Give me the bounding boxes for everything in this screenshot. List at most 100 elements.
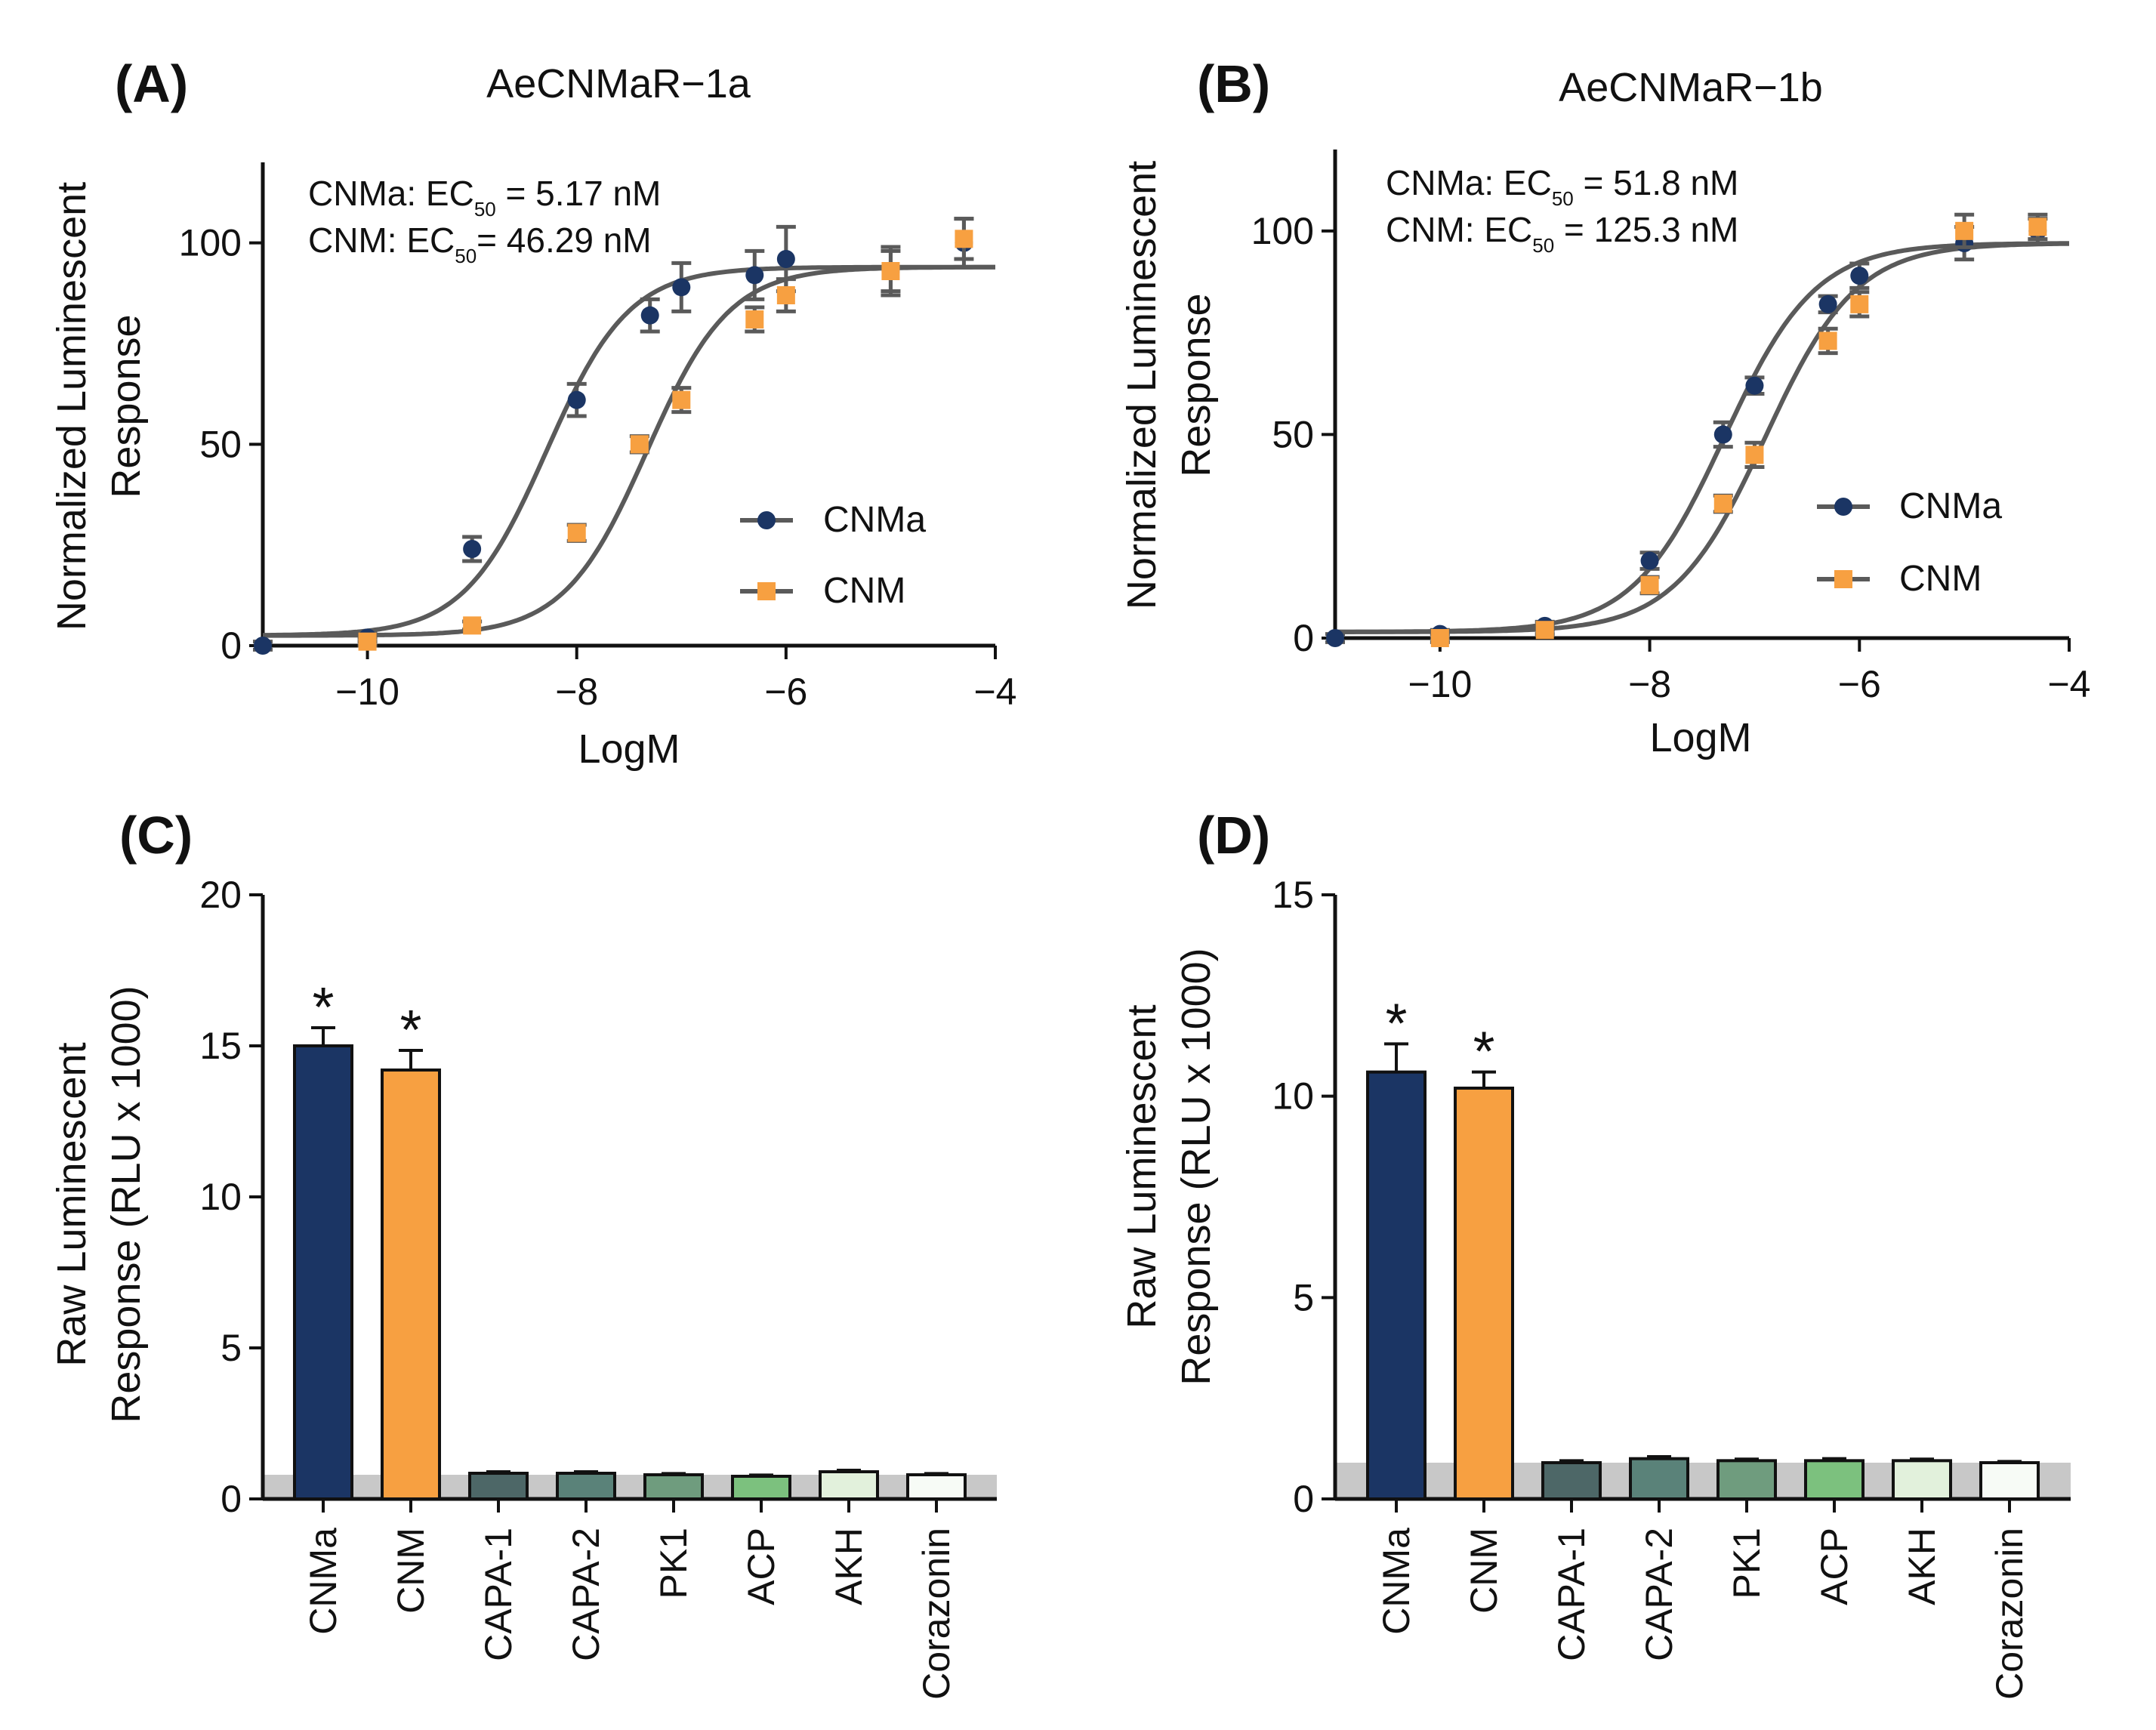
panel-d: (D) Raw Luminescent Response (RLU x 1000…	[1119, 806, 2071, 1700]
y-tick-label: 50	[1272, 413, 1314, 455]
y-tick-label: 5	[1293, 1276, 1314, 1318]
y-axis-label-line1-d: Raw Luminescent	[1119, 1004, 1164, 1328]
category-label: CAPA-1	[1550, 1528, 1593, 1661]
data-point-cnma	[1326, 629, 1344, 647]
data-point-cnma	[463, 540, 482, 558]
category-label: Corazonin	[1988, 1528, 2031, 1700]
category-label: ACP	[740, 1528, 782, 1605]
ec50-annotation-cnm-b: CNM: EC50 = 125.3 nM	[1386, 210, 1738, 257]
data-point-cnm	[672, 390, 691, 409]
data-point-cnm	[1818, 332, 1837, 350]
panel-c: (C) Raw Luminescent Response (RLU x 1000…	[49, 806, 997, 1700]
category-label: CAPA-2	[565, 1528, 607, 1661]
bar-acp	[731, 1475, 791, 1500]
legend-marker-cnma	[1834, 498, 1852, 516]
legend-label-cnm-a: CNM	[823, 571, 905, 611]
panel-label-b: (B)	[1197, 54, 1270, 113]
bar-cnma	[1366, 1070, 1427, 1500]
x-tick-label: −10	[1408, 663, 1472, 705]
category-label: PK1	[1726, 1528, 1768, 1599]
data-point-cnm	[1745, 446, 1764, 464]
data-point-cnm	[881, 262, 900, 280]
category-label: CAPA-1	[477, 1528, 520, 1661]
x-axis-label-b: LogM	[1649, 715, 1751, 760]
y-axis-label-line2-c: Response (RLU x 1000)	[103, 985, 149, 1423]
bar-acp	[1804, 1459, 1865, 1501]
axes	[249, 162, 997, 659]
legend-marker-cnm	[757, 582, 776, 600]
data-point-cnma	[1818, 295, 1837, 313]
data-point-cnma	[1640, 551, 1659, 570]
y-tick-label: 20	[199, 874, 242, 916]
bar-capa-2	[1629, 1457, 1689, 1500]
x-tick-label: −10	[335, 671, 399, 713]
category-label: CNMa	[1375, 1528, 1417, 1635]
data-point-cnm	[567, 523, 586, 542]
chart-title-b: AeCNMaR−1b	[1559, 65, 1823, 110]
data-point-cnma	[1745, 376, 1764, 395]
legend-label-cnm-b: CNM	[1899, 559, 1982, 599]
legend-label-cnma-b: CNMa	[1899, 486, 2002, 526]
bar-capa-1	[468, 1472, 529, 1500]
data-point-cnm	[1430, 629, 1449, 647]
fit-curve-cnm	[1335, 241, 2069, 634]
bar-pk1	[1716, 1459, 1777, 1501]
x-axis-label-a: LogM	[578, 726, 680, 772]
data-point-cnma	[776, 250, 795, 268]
bar-pk1	[643, 1473, 704, 1500]
category-label: AKH	[1901, 1528, 1943, 1605]
y-axis-label-line1-c: Raw Luminescent	[49, 1042, 94, 1366]
data-point-cnma	[672, 278, 691, 297]
category-label: CNM	[1463, 1528, 1505, 1614]
data-point-cnm	[1535, 621, 1554, 640]
y-tick-label: 100	[179, 222, 242, 264]
bar-cnma	[293, 1044, 353, 1500]
category-label: CNMa	[302, 1528, 344, 1635]
panel-label-c: (C)	[119, 806, 193, 865]
panel-b: (B) AeCNMaR−1b LogM Normalized Luminesce…	[1119, 54, 2091, 760]
ec50-annotation-cnma-a: CNMa: EC50 = 5.17 nM	[308, 174, 661, 220]
y-axis-label-line2-a: Response	[103, 314, 149, 498]
fit-curve-cnm	[263, 264, 995, 638]
data-point-cnm	[745, 310, 764, 328]
ec50-annotation-cnm-a: CNM: EC50= 46.29 nM	[308, 220, 652, 267]
data-point-cnm	[1955, 221, 1974, 240]
panel-a: (A) AeCNMaR−1a LogM Normalized Luminesce…	[49, 54, 1017, 772]
bar-capa-1	[1541, 1461, 1602, 1500]
y-tick-label: 50	[199, 423, 242, 465]
category-label: PK1	[652, 1528, 695, 1599]
y-tick-label: 0	[221, 624, 242, 667]
baseline-band	[263, 1475, 997, 1499]
data-point-cnma	[254, 637, 272, 655]
bar-akh	[819, 1470, 879, 1500]
data-point-cnm	[1850, 295, 1869, 313]
baseline-band	[1335, 1463, 2071, 1499]
y-tick-label: 15	[1272, 874, 1314, 916]
y-tick-label: 10	[199, 1176, 242, 1218]
panel-label-a: (A)	[115, 54, 188, 113]
ec50-annotation-cnma-b: CNMa: EC50 = 51.8 nM	[1386, 163, 1738, 210]
x-tick-label: −4	[973, 671, 1016, 713]
category-label: ACP	[1813, 1528, 1855, 1605]
y-tick-label: 5	[221, 1327, 242, 1369]
data-point-cnm	[358, 632, 377, 651]
y-axis-label-line2-d: Response (RLU x 1000)	[1174, 948, 1219, 1385]
data-point-cnm	[630, 435, 649, 454]
data-point-cnm	[776, 286, 795, 304]
chart-title-a: AeCNMaR−1a	[486, 61, 751, 106]
legend-marker-cnm	[1834, 570, 1852, 588]
y-tick-label: 100	[1251, 210, 1314, 252]
legend-marker-cnma	[757, 511, 776, 529]
category-label: Corazonin	[915, 1528, 958, 1700]
data-point-cnm	[1713, 495, 1732, 513]
bar-cnm	[381, 1069, 441, 1500]
y-tick-label: 0	[221, 1478, 242, 1520]
y-tick-label: 10	[1272, 1075, 1314, 1118]
data-point-cnma	[745, 266, 764, 285]
y-tick-label: 0	[1293, 617, 1314, 659]
bar-corazonin	[1979, 1461, 2040, 1500]
bar-corazonin	[906, 1473, 967, 1500]
y-tick-label: 15	[199, 1025, 242, 1067]
data-point-cnm	[955, 230, 973, 248]
